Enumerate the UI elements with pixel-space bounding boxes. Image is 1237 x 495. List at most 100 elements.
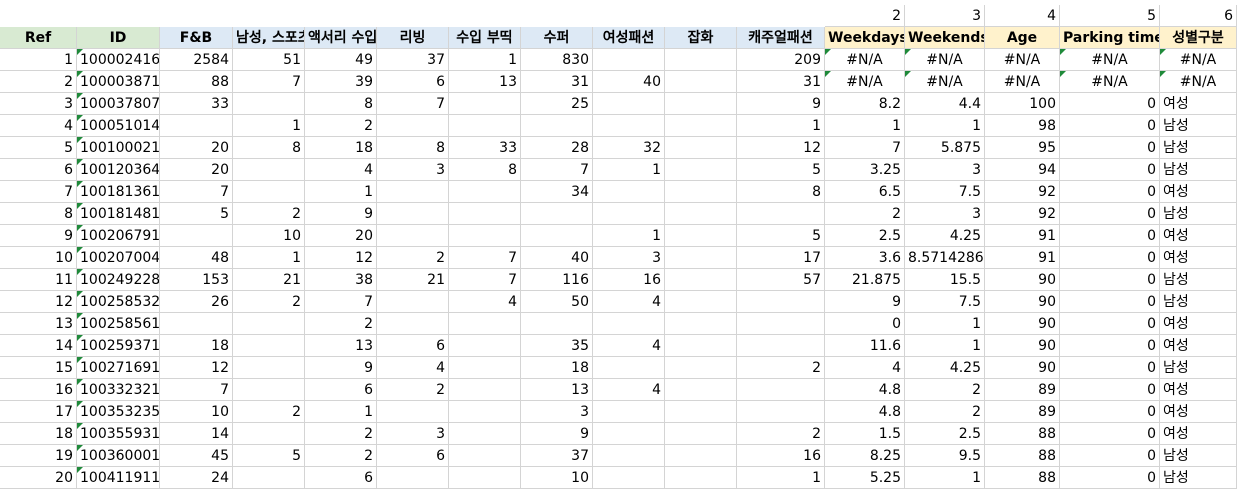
table-cell-age[interactable]: #N/A [985,49,1060,71]
column-header-living[interactable]: 리빙 [377,27,449,49]
table-cell-casual-fashion[interactable]: 1 [737,467,825,489]
table-cell-parking-time[interactable]: 0 [1060,269,1160,291]
table-cell-men-sports[interactable]: 2 [233,291,305,313]
table-cell-acc-import[interactable]: 20 [305,225,377,247]
table-cell-women-fashion[interactable]: 40 [593,71,665,93]
table-cell-men-sports[interactable] [233,467,305,489]
table-cell-super[interactable] [521,203,593,225]
table-cell-casual-fashion[interactable]: 1 [737,115,825,137]
table-cell-living[interactable] [377,467,449,489]
table-cell-living[interactable] [377,203,449,225]
table-cell-age[interactable]: 90 [985,269,1060,291]
table-cell-acc-import[interactable]: 49 [305,49,377,71]
table-cell-weekends[interactable]: 1 [905,335,985,357]
table-cell-weekends[interactable]: #N/A [905,71,985,93]
table-cell-ref[interactable]: 20 [0,467,77,489]
table-cell-women-fashion[interactable]: 16 [593,269,665,291]
table-cell-parking-time[interactable]: 0 [1060,401,1160,423]
column-header-women-fashion[interactable]: 여성패션 [593,27,665,49]
table-cell-acc-import[interactable]: 2 [305,313,377,335]
table-cell-age[interactable]: 92 [985,203,1060,225]
table-cell-men-sports[interactable] [233,313,305,335]
table-cell-women-fashion[interactable] [593,115,665,137]
table-cell-acc-import[interactable]: 7 [305,291,377,313]
table-cell-age[interactable]: 100 [985,93,1060,115]
table-cell-super[interactable] [521,115,593,137]
table-cell-weekdays[interactable]: 2 [825,203,905,225]
table-cell-parking-time[interactable]: 0 [1060,159,1160,181]
table-cell-fnb[interactable]: 20 [160,137,233,159]
top-row-cell[interactable]: 4 [985,5,1060,27]
table-cell-casual-fashion[interactable]: 5 [737,159,825,181]
table-cell-ref[interactable]: 2 [0,71,77,93]
table-cell-age[interactable]: 95 [985,137,1060,159]
table-cell-men-sports[interactable]: 7 [233,71,305,93]
column-header-men-sports[interactable]: 남성, 스포츠 [233,27,305,49]
table-cell-id[interactable]: 100258532 [77,291,160,313]
table-cell-parking-time[interactable]: 0 [1060,93,1160,115]
table-cell-goods[interactable] [665,379,737,401]
table-cell-women-fashion[interactable]: 4 [593,291,665,313]
table-cell-parking-time[interactable]: 0 [1060,291,1160,313]
table-cell-id[interactable]: 100353235 [77,401,160,423]
table-cell-gender[interactable]: 여성 [1160,423,1237,445]
table-cell-parking-time[interactable]: 0 [1060,357,1160,379]
table-cell-ref[interactable]: 4 [0,115,77,137]
table-cell-women-fashion[interactable] [593,357,665,379]
table-cell-casual-fashion[interactable]: 57 [737,269,825,291]
table-cell-id[interactable]: 100003871 [77,71,160,93]
table-cell-super[interactable]: 10 [521,467,593,489]
table-cell-goods[interactable] [665,401,737,423]
table-cell-casual-fashion[interactable]: 16 [737,445,825,467]
table-cell-parking-time[interactable]: 0 [1060,247,1160,269]
column-header-weekends[interactable]: Weekends [905,27,985,49]
table-cell-men-sports[interactable]: 8 [233,137,305,159]
table-cell-weekends[interactable]: 9.5 [905,445,985,467]
table-cell-gender[interactable]: 여성 [1160,313,1237,335]
table-cell-acc-import[interactable]: 2 [305,115,377,137]
table-cell-living[interactable] [377,291,449,313]
table-cell-women-fashion[interactable] [593,445,665,467]
table-cell-casual-fashion[interactable]: 2 [737,357,825,379]
table-cell-parking-time[interactable]: 0 [1060,423,1160,445]
table-cell-men-sports[interactable]: 2 [233,203,305,225]
top-row-cell[interactable]: 2 [825,5,905,27]
table-cell-women-fashion[interactable] [593,203,665,225]
table-cell-casual-fashion[interactable] [737,335,825,357]
table-cell-men-sports[interactable] [233,335,305,357]
table-cell-import-boutique[interactable] [449,93,521,115]
table-cell-id[interactable]: 100259371 [77,335,160,357]
table-cell-import-boutique[interactable] [449,225,521,247]
table-cell-weekdays[interactable]: 4 [825,357,905,379]
table-cell-weekdays[interactable]: 1 [825,115,905,137]
table-cell-goods[interactable] [665,247,737,269]
table-cell-goods[interactable] [665,423,737,445]
column-header-fnb[interactable]: F&B [160,27,233,49]
table-cell-age[interactable]: 88 [985,423,1060,445]
table-cell-super[interactable] [521,313,593,335]
table-cell-living[interactable]: 3 [377,423,449,445]
table-cell-age[interactable]: 89 [985,401,1060,423]
table-cell-ref[interactable]: 8 [0,203,77,225]
table-cell-super[interactable]: 35 [521,335,593,357]
table-cell-women-fashion[interactable] [593,93,665,115]
table-cell-weekdays[interactable]: 2.5 [825,225,905,247]
table-cell-goods[interactable] [665,225,737,247]
table-cell-super[interactable]: 3 [521,401,593,423]
table-cell-weekdays[interactable]: 7 [825,137,905,159]
table-cell-fnb[interactable]: 14 [160,423,233,445]
table-cell-acc-import[interactable]: 2 [305,445,377,467]
table-cell-id[interactable]: 100360001 [77,445,160,467]
table-cell-ref[interactable]: 9 [0,225,77,247]
table-cell-super[interactable]: 28 [521,137,593,159]
table-cell-import-boutique[interactable] [449,401,521,423]
table-cell-fnb[interactable] [160,225,233,247]
table-cell-super[interactable]: 830 [521,49,593,71]
table-cell-gender[interactable]: 여성 [1160,93,1237,115]
table-cell-living[interactable]: 2 [377,379,449,401]
table-cell-casual-fashion[interactable]: 8 [737,181,825,203]
table-cell-acc-import[interactable]: 1 [305,401,377,423]
table-cell-age[interactable]: 88 [985,467,1060,489]
table-cell-women-fashion[interactable]: 32 [593,137,665,159]
